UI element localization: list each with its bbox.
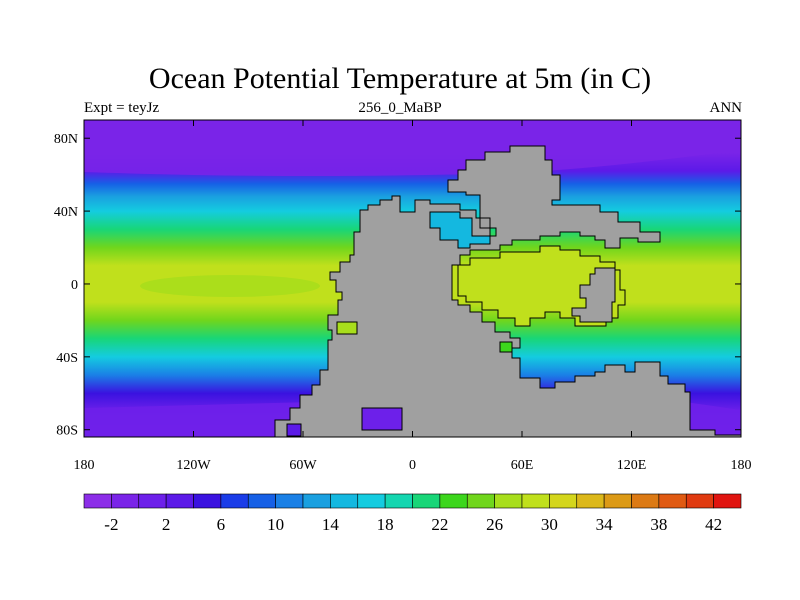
colorbar-label: 10: [267, 515, 284, 534]
north-polar-cold: [84, 120, 741, 176]
longitude-axis: 180 120W 60W 0 60E 120E 180: [74, 120, 752, 473]
lon-tick-label: 60W: [289, 458, 317, 473]
colorbar-label: 2: [162, 515, 171, 534]
lat-tick-label: 40N: [54, 205, 78, 220]
lat-tick-label: 0: [71, 278, 78, 293]
lon-tick-label: 0: [409, 458, 416, 473]
lon-tick-label: 120W: [176, 458, 211, 473]
colorbar-swatch: [494, 493, 523, 509]
lat-tick-label: 80N: [54, 132, 78, 147]
pangaea-landmass: [84, 145, 741, 437]
colorbar-swatch: [439, 493, 468, 509]
antarctic-inland-sea: [361, 407, 403, 431]
colorbar-label: 26: [486, 515, 503, 534]
colorbar-swatch: [165, 493, 194, 509]
colorbar-label: -2: [104, 515, 118, 534]
colorbar: -2 2 6 10 14 18 22 26 30 34 38 42: [83, 493, 742, 534]
colorbar-swatch: [138, 493, 167, 509]
colorbar-swatch: [193, 493, 222, 509]
cathaysia-island: [571, 267, 616, 323]
map-title: Ocean Potential Temperature at 5m (in C): [148, 62, 652, 95]
eastern-bay: [499, 341, 513, 353]
colorbar-swatch: [357, 493, 386, 509]
tethys-sea: [457, 245, 626, 327]
colorbar-swatch: [330, 493, 359, 509]
colorbar-label: 30: [541, 515, 558, 534]
lon-tick-label: 60E: [511, 458, 534, 473]
colorbar-swatch: [603, 493, 632, 509]
colorbar-swatch: [521, 493, 550, 509]
colorbar-swatch: [549, 493, 578, 509]
colorbar-label: 6: [217, 515, 226, 534]
colorbar-swatch: [412, 493, 441, 509]
lon-tick-label: 180: [74, 458, 95, 473]
season-label: ANN: [709, 100, 743, 116]
colorbar-swatch: [713, 493, 742, 509]
colorbar-swatch: [685, 493, 714, 509]
colorbar-label: 34: [596, 515, 614, 534]
colorbar-label: 14: [322, 515, 340, 534]
colorbar-label: 18: [377, 515, 394, 534]
lat-tick-label: 40S: [56, 351, 78, 366]
colorbar-swatch: [247, 493, 276, 509]
colorbar-swatch: [658, 493, 687, 509]
colorbar-label: 22: [431, 515, 448, 534]
lon-tick-label: 120E: [617, 458, 647, 473]
colorbar-label: 42: [705, 515, 722, 534]
lat-tick-label: 80S: [56, 424, 78, 439]
colorbar-swatch: [576, 493, 605, 509]
colorbar-swatch: [111, 493, 140, 509]
colorbar-label: 38: [650, 515, 667, 534]
colorbar-swatch: [466, 493, 495, 509]
pacific-warm-pool: [140, 275, 320, 297]
colorbar-swatch: [384, 493, 413, 509]
colorbar-swatch: [631, 493, 660, 509]
north-embayment-water: [429, 211, 491, 249]
colorbar-swatch: [275, 493, 304, 509]
gondwana-inland-sea: [336, 321, 358, 335]
colorbar-swatch: [302, 493, 331, 509]
colorbar-swatch: [83, 493, 112, 509]
time-label: 256_0_MaBP: [358, 100, 442, 116]
colorbar-swatch: [220, 493, 249, 509]
lon-tick-label: 180: [731, 458, 752, 473]
southern-bay: [286, 423, 302, 437]
experiment-label: Expt = teyJz: [84, 100, 160, 116]
latitude-axis: 80N 40N 0 40S 80S: [54, 132, 741, 439]
